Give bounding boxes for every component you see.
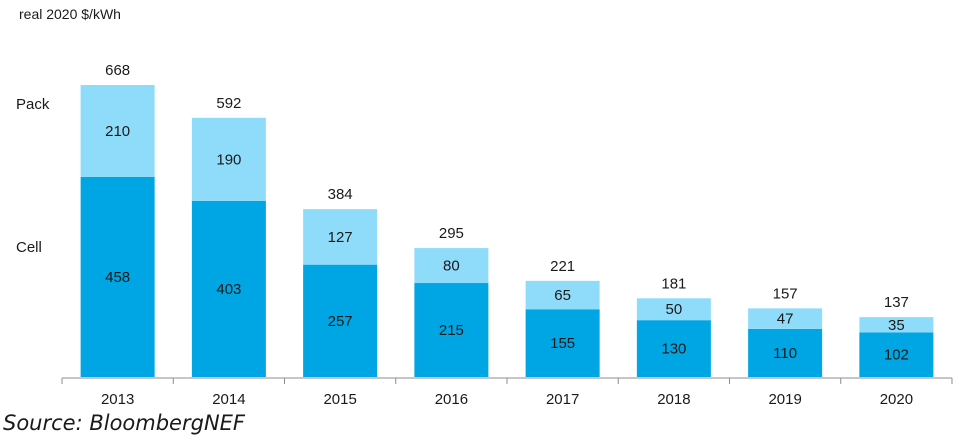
total-label-2013: 668 [105,62,130,79]
source-label: Source: BloombergNEF [3,411,246,435]
data-label-cell-2016: 215 [439,322,464,339]
data-label-cell-2020: 102 [884,347,909,364]
x-tick-label-2020: 2020 [880,391,913,408]
data-label-cell-2013: 458 [105,269,130,286]
data-label-pack-2019: 47 [777,311,794,328]
bar-pack-2016 [414,248,489,284]
x-tick-label-2015: 2015 [323,391,356,408]
legend-pack-label: Pack [16,96,50,113]
total-label-2015: 384 [328,186,353,203]
total-label-2016: 295 [439,225,464,242]
bar-cell-2018 [636,320,711,377]
data-label-cell-2018: 130 [661,341,686,358]
x-tick-label-2017: 2017 [546,391,579,408]
x-axis-ticks [61,378,953,384]
data-label-pack-2018: 50 [666,301,683,318]
bar-cell-2013 [80,176,155,377]
bar-cell-2019 [748,328,823,377]
x-tick-label-2016: 2016 [435,391,468,408]
total-label-2019: 157 [773,285,798,302]
bar-pack-2015 [303,209,378,265]
data-label-pack-2017: 65 [554,287,571,304]
unit-label: real 2020 $/kWh [19,6,121,22]
bar-pack-2019 [748,308,823,329]
x-tick-label-2013: 2013 [101,391,134,408]
data-label-pack-2020: 35 [888,317,905,334]
data-label-pack-2014: 190 [216,151,241,168]
bar-cell-2016 [414,283,489,377]
bar-pack-2020 [859,317,934,333]
data-label-pack-2013: 210 [105,123,130,140]
total-label-2020: 137 [884,294,909,311]
labels-group: 458 210 668 2013 403 190 592 2014 257 127 384 2015 2… [101,62,913,408]
total-label-2017: 221 [550,258,575,275]
data-label-cell-2015: 257 [328,313,353,330]
bar-cell-2020 [859,332,934,377]
bar-pack-2013 [80,85,155,177]
total-label-2018: 181 [661,275,686,292]
bar-pack-2018 [636,298,711,321]
bar-cell-2015 [303,264,378,377]
total-label-2014: 592 [216,95,241,112]
data-label-pack-2015: 127 [328,229,353,246]
data-label-cell-2017: 155 [550,335,575,352]
data-label-cell-2014: 403 [216,281,241,298]
bar-cell-2014 [191,200,266,377]
bar-pack-2017 [525,280,600,310]
bars-group [80,85,934,377]
legend-cell-label: Cell [16,239,42,256]
data-label-pack-2016: 80 [443,258,460,275]
bar-pack-2014 [191,117,266,201]
data-label-cell-2019: 110 [773,345,797,362]
x-tick-label-2019: 2019 [768,391,801,408]
bar-cell-2017 [525,309,600,377]
x-tick-label-2014: 2014 [212,391,245,408]
x-tick-label-2018: 2018 [657,391,690,408]
